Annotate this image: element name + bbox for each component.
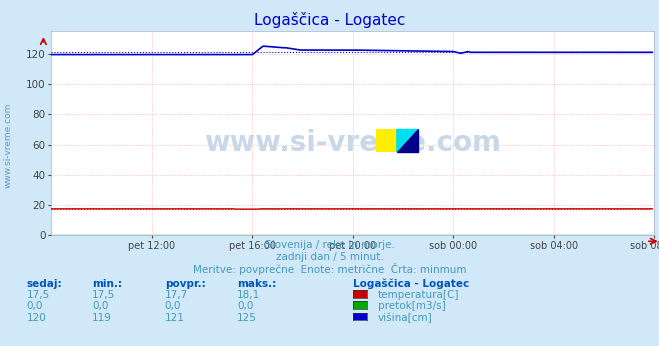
Text: 0,0: 0,0 bbox=[26, 301, 43, 311]
Text: Slovenija / reke in morje.: Slovenija / reke in morje. bbox=[264, 240, 395, 251]
Polygon shape bbox=[397, 129, 418, 152]
Text: 120: 120 bbox=[26, 313, 46, 323]
Text: www.si-vreme.com: www.si-vreme.com bbox=[3, 103, 13, 188]
Text: 17,7: 17,7 bbox=[165, 290, 188, 300]
Text: zadnji dan / 5 minut.: zadnji dan / 5 minut. bbox=[275, 252, 384, 262]
Text: 119: 119 bbox=[92, 313, 112, 323]
Text: povpr.:: povpr.: bbox=[165, 279, 206, 289]
Bar bbox=[376, 129, 397, 152]
Text: pretok[m3/s]: pretok[m3/s] bbox=[378, 301, 445, 311]
Text: 0,0: 0,0 bbox=[165, 301, 181, 311]
Text: maks.:: maks.: bbox=[237, 279, 277, 289]
Text: min.:: min.: bbox=[92, 279, 123, 289]
Text: Logaščica - Logatec: Logaščica - Logatec bbox=[353, 279, 469, 289]
Text: 18,1: 18,1 bbox=[237, 290, 260, 300]
Text: višina[cm]: višina[cm] bbox=[378, 313, 432, 323]
Text: 0,0: 0,0 bbox=[92, 301, 109, 311]
Text: www.si-vreme.com: www.si-vreme.com bbox=[204, 129, 501, 157]
Text: Logaščica - Logatec: Logaščica - Logatec bbox=[254, 12, 405, 28]
Text: Meritve: povprečne  Enote: metrične  Črta: minmum: Meritve: povprečne Enote: metrične Črta:… bbox=[192, 263, 467, 275]
Text: 17,5: 17,5 bbox=[26, 290, 49, 300]
Text: 125: 125 bbox=[237, 313, 257, 323]
Text: 17,5: 17,5 bbox=[92, 290, 115, 300]
Text: temperatura[C]: temperatura[C] bbox=[378, 290, 459, 300]
Text: 0,0: 0,0 bbox=[237, 301, 254, 311]
Text: sedaj:: sedaj: bbox=[26, 279, 62, 289]
Polygon shape bbox=[397, 129, 418, 152]
Text: 121: 121 bbox=[165, 313, 185, 323]
